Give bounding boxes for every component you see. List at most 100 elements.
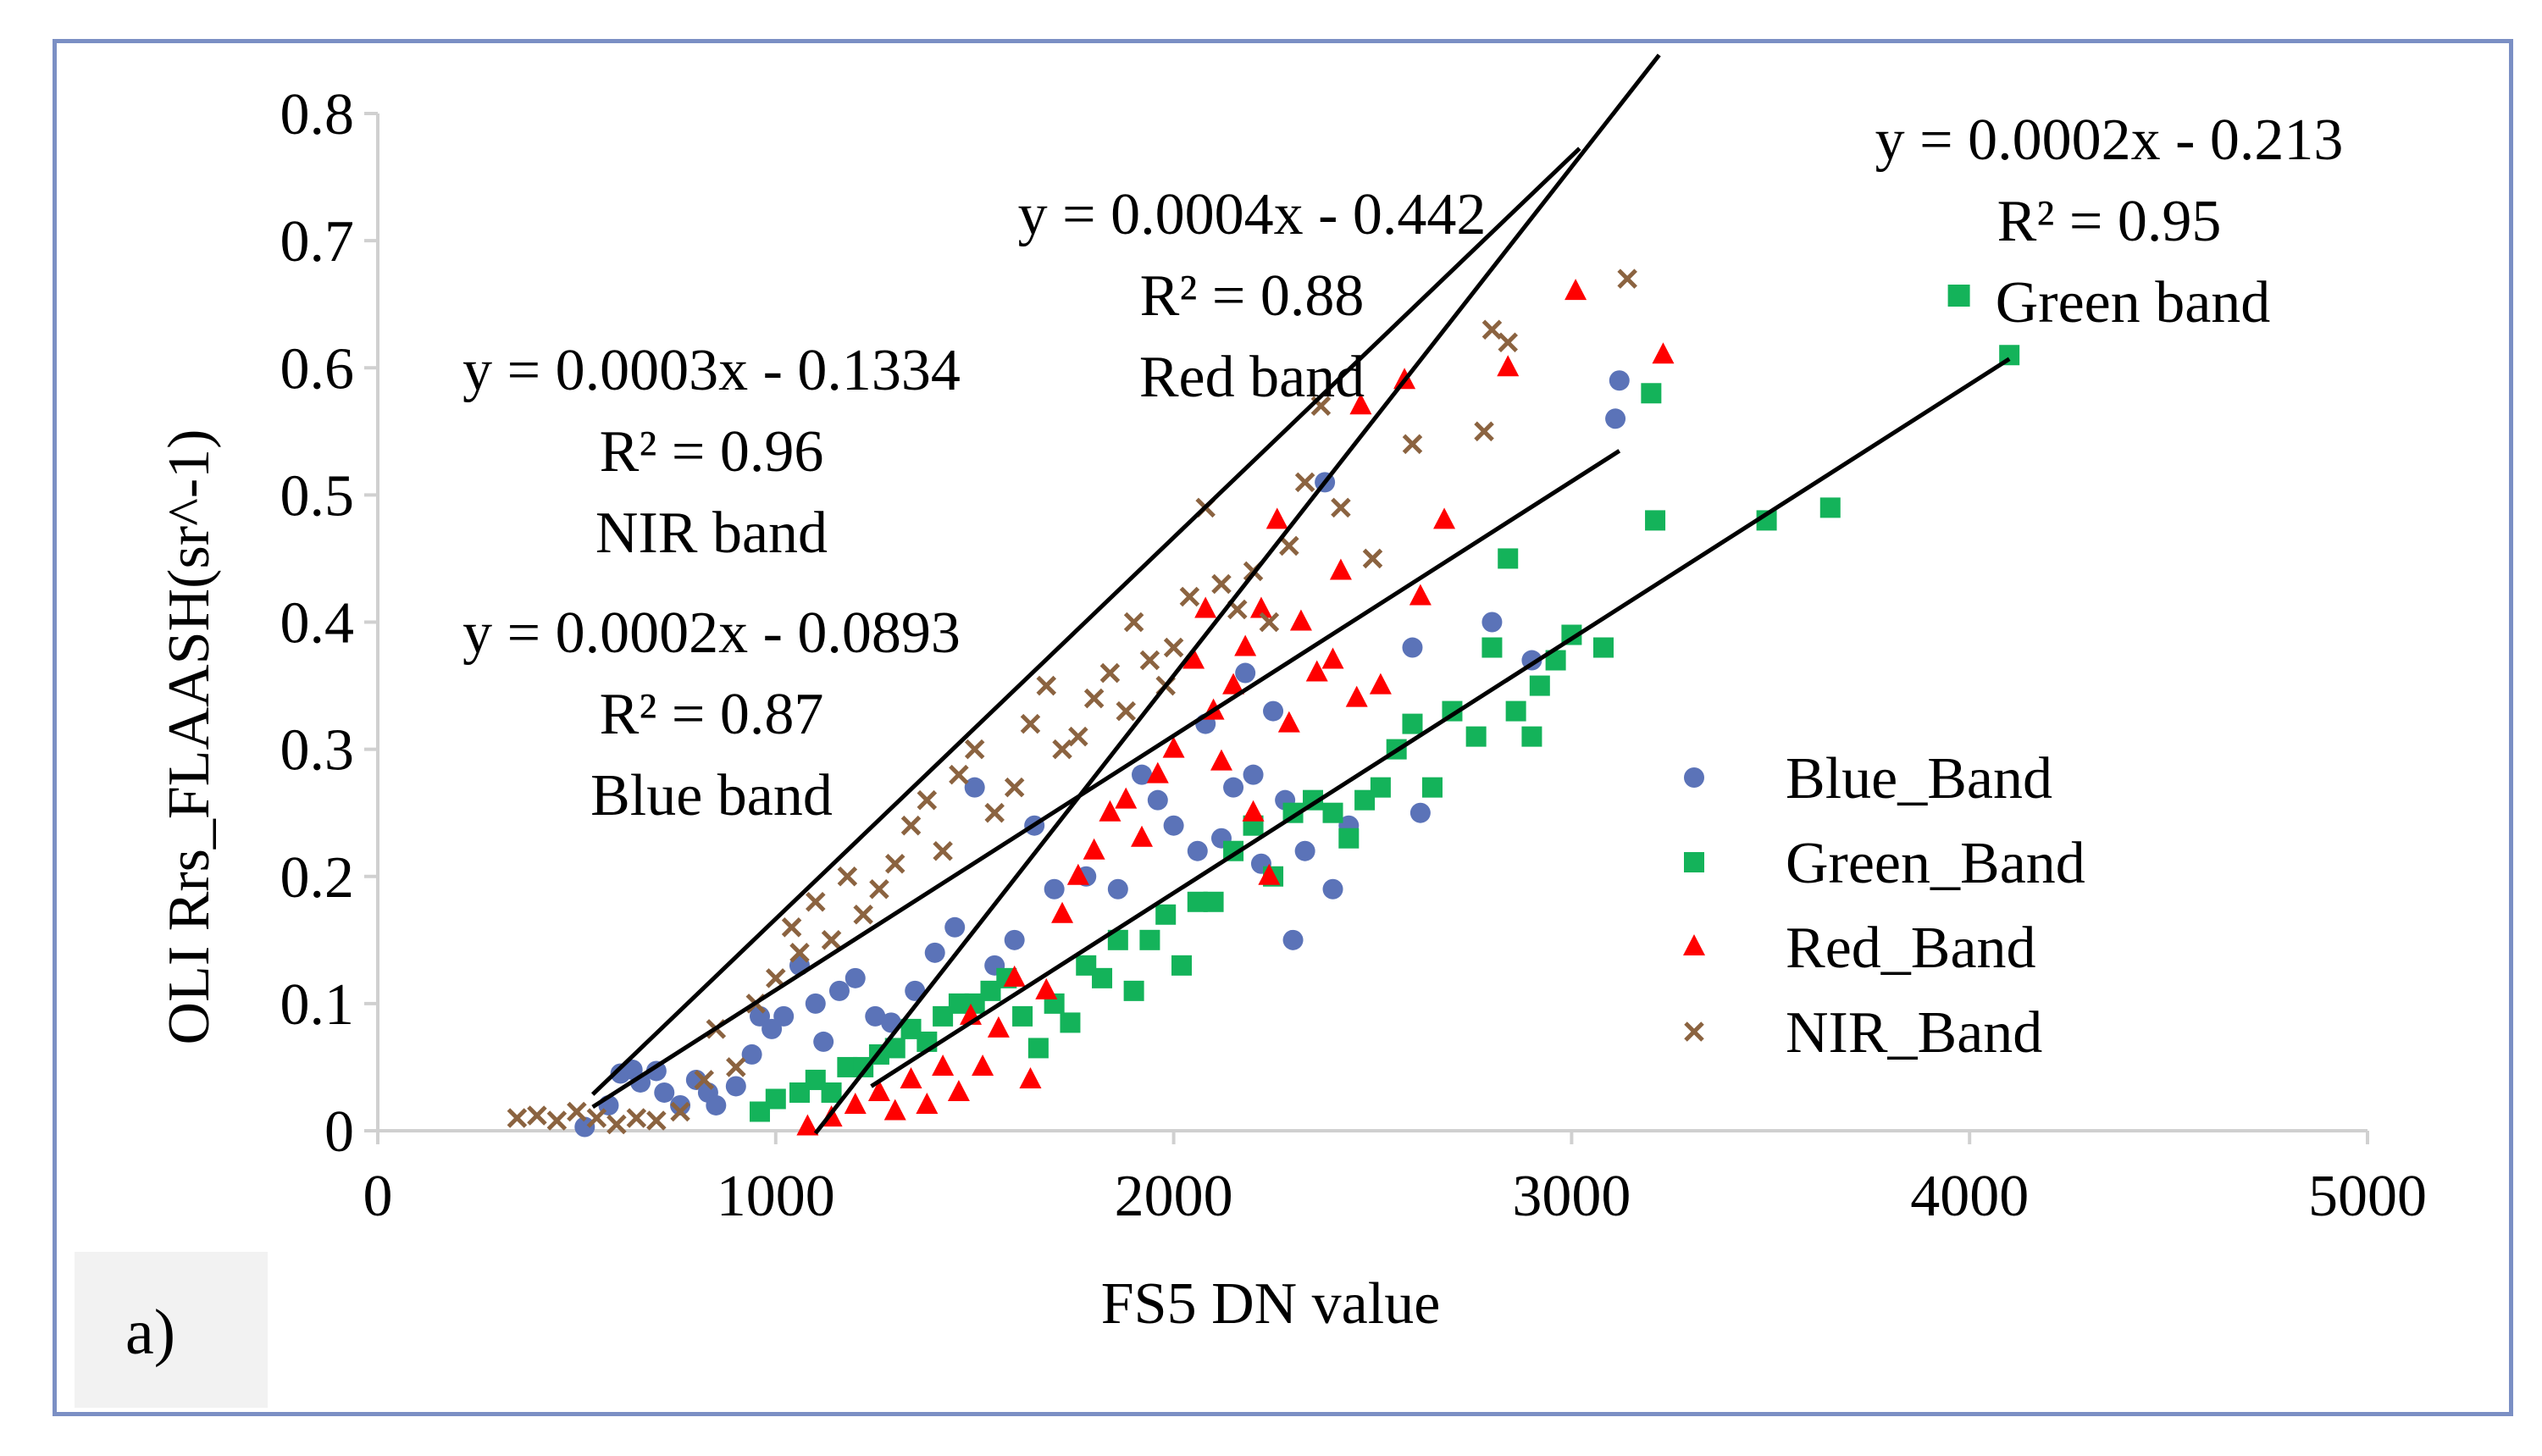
green-trend-label: Green band	[1875, 263, 2344, 344]
red-band-point	[1019, 1066, 1042, 1088]
blue-band-point	[574, 1116, 595, 1138]
green-band-point	[1819, 497, 1841, 518]
nir-band-point	[694, 1070, 715, 1090]
blue-band-point	[813, 1031, 834, 1052]
red-band-point	[1433, 507, 1456, 529]
blue-band-point	[1282, 929, 1304, 950]
green-band-point	[821, 1082, 842, 1103]
nir-band-point	[853, 905, 873, 925]
red-band-point	[1162, 736, 1185, 758]
x-tick-label: 3000	[1512, 1164, 1631, 1229]
red-band-point	[1003, 965, 1026, 987]
red-band-point	[1652, 342, 1675, 364]
blue-band-point	[1409, 802, 1431, 823]
nir-band-point	[546, 1110, 568, 1131]
y-tick-label: 0.4	[280, 591, 355, 656]
red-band-point	[1369, 673, 1392, 695]
blue-equation: y = 0.0002x - 0.0893	[462, 601, 961, 666]
y-axis-title: OLI Rrs_FLAASH(sr^-1)	[157, 429, 222, 1045]
nir-band-point	[1402, 434, 1423, 455]
nir-band-point	[1617, 269, 1637, 289]
blue-band-point	[741, 1044, 762, 1065]
blue-band-point	[645, 1060, 667, 1082]
red-band-point	[867, 1079, 890, 1101]
green-band-point	[1171, 955, 1192, 976]
green-band-point	[1481, 637, 1503, 658]
green-band-point	[1529, 675, 1550, 696]
nir-band-point	[917, 789, 938, 811]
nir-band-point	[626, 1108, 647, 1128]
blue-band-point	[670, 1094, 691, 1116]
green-band-point	[1203, 891, 1224, 912]
nir-band-point	[884, 853, 905, 874]
green-band-point	[1641, 383, 1662, 404]
blue-band-point	[865, 1005, 886, 1027]
x-tick-label: 1000	[717, 1164, 835, 1229]
nir-band-point	[1481, 319, 1503, 340]
blue-band-point	[1481, 612, 1503, 633]
blue-band-point	[845, 967, 866, 988]
green-band-point	[1060, 1012, 1081, 1033]
red-band-point	[987, 1016, 1010, 1038]
nir-band-point	[586, 1108, 607, 1128]
green-band-point	[1402, 713, 1423, 734]
red-band-point	[1182, 647, 1205, 669]
x-tick-label: 4000	[1910, 1164, 2029, 1229]
blue-band-point	[1107, 878, 1128, 900]
nir-trend-label: NIR band	[595, 501, 828, 566]
red-band-point	[1409, 584, 1432, 606]
red-band-point	[1210, 749, 1232, 771]
red-band-point	[1066, 863, 1089, 885]
nir-band-point	[1099, 662, 1121, 684]
nir-band-point	[1279, 535, 1299, 556]
green-equation: y = 0.0002x - 0.213	[1875, 108, 2344, 173]
red-band-point	[883, 1099, 906, 1121]
blue-band-point	[761, 1018, 783, 1039]
red-band-point	[1099, 800, 1121, 822]
nir-band-point	[1036, 675, 1057, 696]
blue-band-point	[1004, 929, 1025, 950]
blue-band-point	[1263, 700, 1284, 722]
green-band-point	[765, 1088, 786, 1110]
x-axis-title: FS5 DN value	[1100, 1271, 1441, 1337]
red-equation: y = 0.0004x - 0.442	[1017, 182, 1487, 247]
green-band-legend-label: Green_Band	[1786, 831, 2085, 896]
green-trend-annotation: y = 0.0002x - 0.213 R² = 0.95 Green band	[1875, 100, 2344, 344]
y-tick-label: 0.3	[280, 718, 355, 783]
blue-band-point	[1223, 777, 1244, 798]
y-tick-label: 0	[324, 1099, 354, 1165]
nir-band-point	[1068, 726, 1088, 747]
nir-r2: R² = 0.96	[599, 419, 824, 484]
nir-band-point	[821, 930, 842, 950]
panel-label: a)	[125, 1297, 176, 1368]
red-r2: R² = 0.88	[1139, 263, 1365, 329]
nir-band-point	[1179, 586, 1200, 607]
nir-band-point	[1474, 421, 1494, 442]
red-trend-label: Red band	[1138, 345, 1365, 410]
green-band-point	[1027, 1038, 1049, 1059]
nir-band-trendline	[590, 147, 1581, 1096]
nir-band-point	[869, 878, 889, 900]
nir-band-point	[806, 892, 826, 912]
red-band-point	[796, 1114, 819, 1136]
red-band-point	[932, 1054, 955, 1076]
red-band-point	[1222, 673, 1245, 695]
red-band-point	[1329, 558, 1352, 580]
blue-band-point	[1294, 840, 1315, 861]
nir-band-point	[900, 815, 922, 836]
red-band-point	[1234, 634, 1257, 656]
nir-band-point	[1331, 497, 1351, 518]
green-band-point	[1123, 980, 1144, 1001]
green-band-point	[1155, 904, 1177, 925]
y-tick-label: 0.6	[280, 336, 355, 401]
red-band-point	[1277, 711, 1300, 733]
nir-band-point	[567, 1101, 587, 1122]
red-band-point	[947, 1079, 970, 1101]
nir-band-point	[1259, 612, 1280, 633]
nir-band-point	[1116, 700, 1136, 722]
blue-band-point	[1044, 878, 1065, 900]
nir-band-point	[1163, 637, 1184, 658]
blue-band-point	[805, 993, 826, 1014]
nir-band-point	[837, 866, 858, 887]
